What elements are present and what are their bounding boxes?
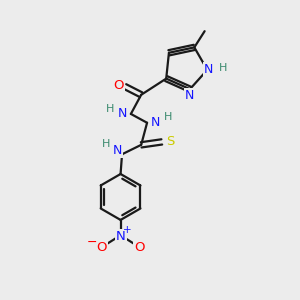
Text: H: H bbox=[102, 139, 110, 149]
Text: N: N bbox=[116, 230, 125, 243]
Text: O: O bbox=[134, 242, 145, 254]
Text: N: N bbox=[185, 89, 195, 102]
Text: N: N bbox=[118, 107, 127, 120]
Text: H: H bbox=[164, 112, 172, 122]
Text: −: − bbox=[86, 236, 97, 248]
Text: O: O bbox=[113, 79, 124, 92]
Text: N: N bbox=[204, 63, 214, 76]
Text: S: S bbox=[167, 135, 175, 148]
Text: H: H bbox=[219, 62, 228, 73]
Text: O: O bbox=[96, 242, 107, 254]
Text: N: N bbox=[113, 144, 122, 157]
Text: +: + bbox=[123, 225, 131, 235]
Text: N: N bbox=[151, 116, 160, 129]
Text: H: H bbox=[106, 103, 114, 114]
